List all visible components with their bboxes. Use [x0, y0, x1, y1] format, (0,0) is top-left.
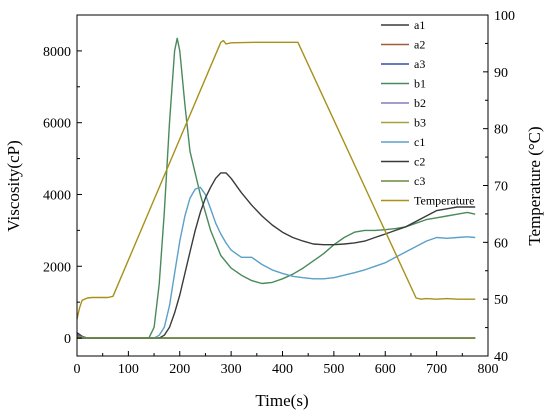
legend-label-b3: b3: [414, 116, 426, 130]
y2-tick-label: 50: [494, 293, 508, 308]
x-axis: 0 100 200 300 400 500 600 700 800: [74, 351, 499, 377]
x-tick-label: 500: [323, 362, 344, 377]
y2-axis-title: Temperature (°C): [525, 126, 544, 245]
x-tick-label: 200: [169, 362, 190, 377]
y2-tick-label: 80: [494, 123, 508, 138]
x-tick-label: 800: [478, 362, 499, 377]
y-axis-title: Viscosity(cP): [4, 140, 23, 232]
series-layer: [76, 37, 476, 339]
legend-label-c1: c1: [414, 135, 425, 149]
series-line-c2: [77, 172, 476, 339]
y-tick-label: 2000: [43, 260, 71, 275]
y-tick-label: 4000: [43, 188, 71, 203]
legend-label-a1: a1: [414, 18, 425, 32]
y2-tick-label: 70: [494, 180, 508, 195]
y-axis-left: 0 2000 4000 6000 8000: [43, 45, 82, 347]
x-axis-title: Time(s): [255, 391, 308, 410]
x-tick-label: 600: [375, 362, 396, 377]
series-line-c3: [76, 336, 476, 339]
y-tick-label: 6000: [43, 117, 71, 132]
y-tick-label: 0: [64, 332, 71, 347]
series-line-b1: [77, 37, 476, 339]
y2-tick-label: 100: [494, 9, 515, 24]
legend-label-c2: c2: [414, 155, 425, 169]
x-tick-label: 700: [426, 362, 447, 377]
series-line-temperature: [76, 39, 476, 320]
legend-label-c3: c3: [414, 174, 425, 188]
x-tick-label: 400: [272, 362, 293, 377]
x-tick-label: 100: [118, 362, 139, 377]
x-tick-label: 0: [74, 362, 81, 377]
y2-tick-label: 60: [494, 236, 508, 251]
y-axis-right: 40 50 60 70 80 90 100: [483, 9, 515, 365]
legend-label-a3: a3: [414, 57, 425, 71]
x-tick-label: 300: [221, 362, 242, 377]
legend: a1 a2 a3 b1 b2 b3 c1 c2 c3 Temperature: [381, 18, 474, 208]
y2-tick-label: 90: [494, 66, 508, 81]
legend-label-b1: b1: [414, 77, 426, 91]
legend-label-a2: a2: [414, 38, 425, 52]
y-tick-label: 8000: [43, 45, 71, 60]
legend-label-temperature: Temperature: [414, 194, 474, 208]
legend-label-b2: b2: [414, 96, 426, 110]
y2-tick-label: 40: [494, 350, 508, 365]
series-line-c1: [77, 186, 476, 339]
